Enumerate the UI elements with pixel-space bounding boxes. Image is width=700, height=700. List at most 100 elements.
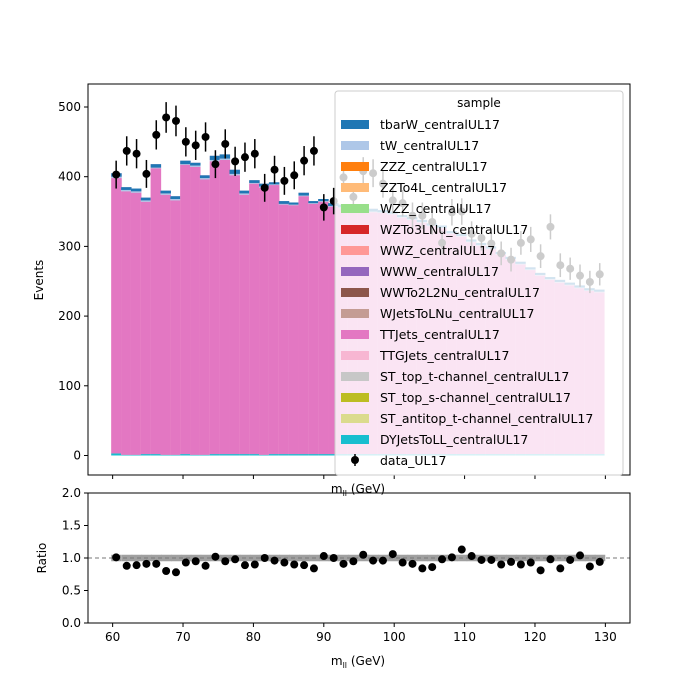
ratio-panel: 60 70 80 90 100 110 120 130 0.0 0.5 1.0 1.5 2.0 Rat… <box>35 486 631 670</box>
data-point <box>290 171 299 180</box>
mc-bar-tw-centralul17 <box>190 165 201 167</box>
mc-bar-tw-centralul17 <box>308 203 319 204</box>
ratio-point <box>477 555 486 564</box>
ratio-point <box>290 560 299 569</box>
mc-bar-dyjetstoll-centralul17 <box>150 454 162 456</box>
legend-label: WWTo2L2Nu_centralUL17 <box>380 285 540 300</box>
mc-bar-dyjetstoll-centralul17 <box>229 454 240 456</box>
ratio-point <box>240 561 249 570</box>
ratio-point <box>467 552 476 561</box>
mc-bar-tbarw-centralul17 <box>180 160 191 165</box>
ratio-uncertainty-band <box>171 554 182 562</box>
ratio-point <box>585 562 594 571</box>
mc-bar-dyjetstoll-centralul17 <box>180 454 191 456</box>
data-point <box>280 176 289 185</box>
ratio-point <box>132 561 141 570</box>
data-point <box>221 139 230 148</box>
legend-title: sample <box>457 96 501 110</box>
mc-bar-ttjets-centralul17 <box>160 194 171 455</box>
legend-swatch <box>341 435 369 444</box>
mc-bar-tbarw-centralul17 <box>298 192 309 196</box>
y-tick-label: 1.0 <box>62 551 81 565</box>
y-tick-label: 300 <box>58 239 81 253</box>
mc-bar-tbarw-centralul17 <box>190 162 201 166</box>
ratio-point <box>270 556 279 565</box>
legend-label: ST_top_t-channel_centralUL17 <box>380 369 569 384</box>
mc-bar-tbarw-centralul17 <box>239 190 250 194</box>
mc-bar-tw-centralul17 <box>130 191 142 193</box>
y-tick-label: 0.5 <box>62 584 81 598</box>
legend-label: WZTo3LNu_centralUL17 <box>380 222 528 237</box>
x-tick-label: 60 <box>105 630 120 644</box>
mc-bar-dyjetstoll-centralul17 <box>288 454 300 456</box>
ratio-point <box>329 554 338 562</box>
mc-bar-dyjetstoll-centralul17 <box>328 454 339 456</box>
legend-label: WZZ_centralUL17 <box>380 201 491 216</box>
ratio-point <box>339 559 348 568</box>
mc-bar-ttjets-centralul17 <box>229 175 240 455</box>
mc-bar-tbarw-centralul17 <box>121 187 132 190</box>
mc-bar-dyjetstoll-centralul17 <box>199 454 211 456</box>
ratio-point <box>309 564 318 573</box>
legend-label: ZZTo4L_centralUL17 <box>380 180 507 195</box>
ratio-point <box>536 566 545 575</box>
mc-bar-ttjets-centralul17 <box>140 201 152 455</box>
ratio-uncertainty-band <box>200 554 212 562</box>
mc-bar-ttjets-centralul17 <box>259 187 270 455</box>
legend-label: tW_centralUL17 <box>380 138 479 153</box>
legend-label: TTGJets_centralUL17 <box>379 348 509 363</box>
mc-bar-tw-centralul17 <box>140 200 152 202</box>
mc-bar-dyjetstoll-centralul17 <box>239 454 250 456</box>
mc-bar-ttjets-centralul17 <box>288 205 300 455</box>
ratio-point <box>566 555 575 564</box>
mc-bar-ttjets-centralul17 <box>308 203 319 455</box>
ratio-point <box>231 555 240 564</box>
ratio-point <box>546 555 555 564</box>
ratio-uncertainty-band <box>249 554 261 562</box>
legend-label: DYJetsToLL_centralUL17 <box>380 432 528 447</box>
data-point <box>211 160 220 169</box>
ratio-point <box>171 568 180 577</box>
mc-bar-dyjetstoll-centralul17 <box>160 454 171 456</box>
ratio-x-ticks: 60 70 80 90 100 110 120 130 <box>105 623 617 644</box>
ratio-point <box>300 561 309 570</box>
mc-bar-tbarw-centralul17 <box>308 201 319 204</box>
mc-bar-tbarw-centralul17 <box>278 201 290 204</box>
ratio-point <box>507 557 516 566</box>
ratio-point <box>497 560 506 569</box>
mc-bar-ttjets-centralul17 <box>121 191 132 455</box>
mc-bar-dyjetstoll-centralul17 <box>121 454 132 456</box>
legend-label: ST_antitop_t-channel_centralUL17 <box>380 411 593 426</box>
mc-bar-tw-centralul17 <box>239 193 250 195</box>
data-point <box>270 165 279 174</box>
ratio-uncertainty-band <box>584 554 596 562</box>
mc-bar-dyjetstoll-centralul17 <box>259 454 270 456</box>
mc-bar-dyjetstoll-centralul17 <box>209 454 221 456</box>
mc-bar-tw-centralul17 <box>278 203 290 205</box>
mc-bar-tw-centralul17 <box>160 193 171 195</box>
mc-bar-tw-centralul17 <box>249 182 260 184</box>
mc-bar-dyjetstoll-centralul17 <box>278 454 290 456</box>
mc-bar-tw-centralul17 <box>150 167 162 169</box>
mc-bar-dyjetstoll-centralul17 <box>140 454 152 456</box>
ratio-point <box>211 552 220 561</box>
legend-label: WWW_centralUL17 <box>380 264 499 279</box>
main-y-axis-label: Events <box>32 260 46 301</box>
ratio-x-axis-label: mll (GeV) <box>331 654 385 670</box>
ratio-point <box>418 564 427 573</box>
mc-bar-tbarw-centralul17 <box>199 175 211 179</box>
y-tick-label: 500 <box>58 100 81 114</box>
ratio-uncertainty-band <box>299 554 310 562</box>
main-x-axis-label: mll (GeV) <box>331 482 385 498</box>
mc-bar-ttjets-centralul17 <box>249 183 260 455</box>
data-point <box>300 156 309 165</box>
mc-bar-ttjets-centralul17 <box>150 168 162 455</box>
ratio-uncertainty-band <box>515 554 527 562</box>
legend-swatch <box>341 414 369 423</box>
legend-swatch <box>341 330 369 339</box>
ratio-point <box>487 555 496 564</box>
x-tick-label: 70 <box>175 630 190 644</box>
legend-label: ST_top_s-channel_centralUL17 <box>380 390 571 405</box>
data-point <box>250 149 259 158</box>
x-tick-label: 130 <box>594 630 617 644</box>
